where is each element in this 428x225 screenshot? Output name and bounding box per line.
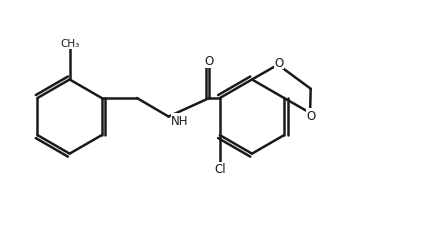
Text: CH₃: CH₃ xyxy=(60,39,79,49)
Text: O: O xyxy=(274,57,284,70)
Text: Cl: Cl xyxy=(214,162,226,175)
Text: O: O xyxy=(205,55,214,68)
Text: NH: NH xyxy=(171,115,189,128)
Text: O: O xyxy=(306,109,316,122)
